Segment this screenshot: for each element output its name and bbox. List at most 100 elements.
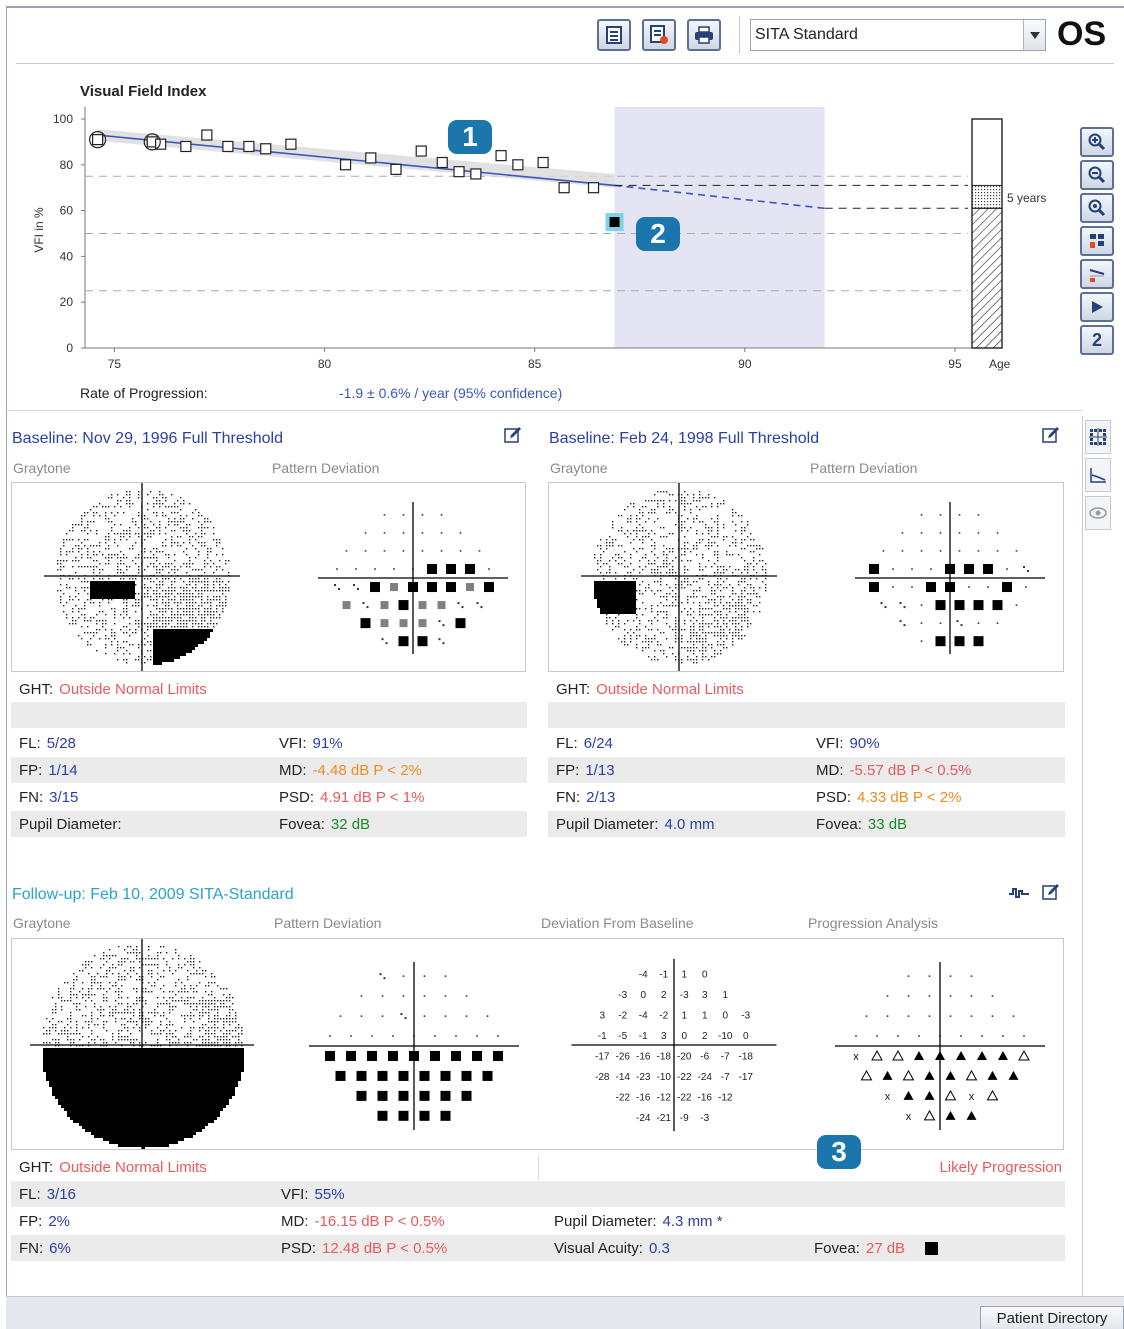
graytone-cell	[693, 653, 695, 655]
graytone-cell	[145, 1060, 148, 1063]
graytone-cell	[181, 1075, 184, 1078]
report-button[interactable]	[597, 19, 631, 51]
graytone-cell	[94, 1048, 97, 1051]
graytone-cell	[115, 1069, 118, 1072]
graytone-cell	[211, 1093, 214, 1096]
graytone-cell	[82, 1123, 85, 1126]
graytone-cell	[177, 638, 180, 641]
graytone-cell	[756, 563, 758, 565]
play-button[interactable]	[1080, 292, 1114, 322]
graytone-cell	[91, 1021, 93, 1023]
graytone-cell	[70, 1066, 73, 1069]
graph-view-button[interactable]	[1085, 458, 1111, 492]
graytone-cell	[169, 997, 171, 999]
graytone-cell	[220, 1030, 222, 1032]
graytone-cell	[88, 1063, 91, 1066]
graytone-cell	[174, 524, 176, 526]
zoom-fit-button[interactable]	[1080, 193, 1114, 223]
graytone-cell	[145, 1069, 148, 1072]
graytone-cell	[72, 617, 74, 619]
graytone-cell	[100, 1108, 103, 1111]
edit-icon[interactable]	[504, 426, 522, 449]
graytone-cell	[112, 1081, 115, 1084]
graytone-cell	[139, 1057, 142, 1060]
graytone-cell	[645, 647, 647, 649]
graytone-cell	[93, 590, 96, 593]
baseline2-pattern-plot	[855, 502, 1045, 654]
graytone-cell	[85, 1051, 88, 1054]
graytone-cell	[196, 1096, 199, 1099]
graytone-cell	[190, 1093, 193, 1096]
print-button[interactable]	[687, 19, 721, 51]
graytone-cell	[124, 979, 126, 981]
graytone-cell	[189, 599, 191, 601]
compare-icon[interactable]	[1008, 884, 1030, 907]
graytone-cell	[723, 635, 725, 637]
graytone-cell	[165, 566, 167, 568]
graytone-cell	[172, 1117, 175, 1120]
graytone-cell	[720, 629, 722, 631]
graytone-cell	[127, 1114, 130, 1117]
graytone-cell	[699, 635, 701, 637]
trend-button[interactable]	[1080, 259, 1114, 289]
zoom-in-button[interactable]	[1080, 127, 1114, 157]
baseline1-title[interactable]: Baseline: Nov 29, 1996 Full Threshold	[12, 430, 283, 447]
graytone-cell	[172, 1105, 175, 1108]
chevron-down-icon[interactable]	[1023, 20, 1045, 50]
graytone-cell	[636, 638, 638, 640]
md-row: MD: -5.57 dB P < 0.5%	[808, 757, 1065, 783]
graytone-cell	[105, 563, 107, 565]
graytone-cell	[93, 587, 96, 590]
graytone-cell	[88, 1084, 91, 1087]
pd-symbol	[935, 636, 946, 647]
graytone-cell	[67, 1051, 70, 1054]
graytone-cell	[213, 617, 215, 619]
export-button[interactable]	[642, 19, 676, 51]
eye-view-button[interactable]	[1085, 496, 1111, 530]
graytone-cell	[154, 1102, 157, 1105]
pd-symbol	[442, 642, 445, 645]
zoom-out-button[interactable]	[1080, 160, 1114, 190]
graytone-cell	[180, 644, 183, 647]
graytone-cell	[93, 572, 95, 574]
graytone-cell	[175, 1057, 178, 1060]
vfi-value: 91%	[312, 734, 343, 752]
graytone-cell	[747, 611, 749, 613]
graytone-cell	[120, 524, 122, 526]
graytone-cell	[165, 641, 168, 644]
graytone-cell	[79, 1078, 82, 1081]
graytone-cell	[85, 1078, 88, 1081]
graytone-cell	[684, 536, 686, 538]
edit-icon[interactable]	[1042, 883, 1060, 906]
graytone-cell	[106, 1111, 109, 1114]
graytone-cell	[100, 1081, 103, 1084]
view-2-button[interactable]: 2	[1080, 325, 1114, 355]
graytone-cell	[138, 620, 140, 622]
followup-title[interactable]: Follow-up: Feb 10, 2009 SITA-Standard	[12, 886, 294, 903]
graytone-cell	[205, 1120, 208, 1123]
grid-view-button[interactable]	[1085, 420, 1111, 454]
graytone-cell	[205, 1084, 208, 1087]
graytone-cell	[121, 991, 123, 993]
graytone-cell	[630, 554, 632, 556]
graytone-cell	[126, 596, 129, 599]
graytone-cell	[214, 1099, 217, 1102]
graytone-cell	[232, 1093, 235, 1096]
select-exam-button[interactable]	[1080, 226, 1114, 256]
strategy-select[interactable]: SITA Standard	[750, 19, 1046, 51]
graytone-cell	[213, 599, 215, 601]
graytone-cell	[181, 988, 183, 990]
pd-symbol	[440, 531, 443, 534]
graytone-cell	[744, 614, 746, 616]
graytone-cell	[193, 991, 195, 993]
graytone-cell	[210, 617, 212, 619]
data-point	[285, 138, 297, 150]
graytone-cell	[142, 1108, 145, 1111]
graytone-cell	[621, 641, 623, 643]
graytone-cell	[96, 533, 98, 535]
graytone-cell	[630, 602, 633, 605]
baseline2-title[interactable]: Baseline: Feb 24, 1998 Full Threshold	[549, 430, 820, 447]
graytone-cell	[624, 593, 627, 596]
edit-icon[interactable]	[1042, 426, 1060, 449]
graytone-cell	[618, 611, 621, 614]
